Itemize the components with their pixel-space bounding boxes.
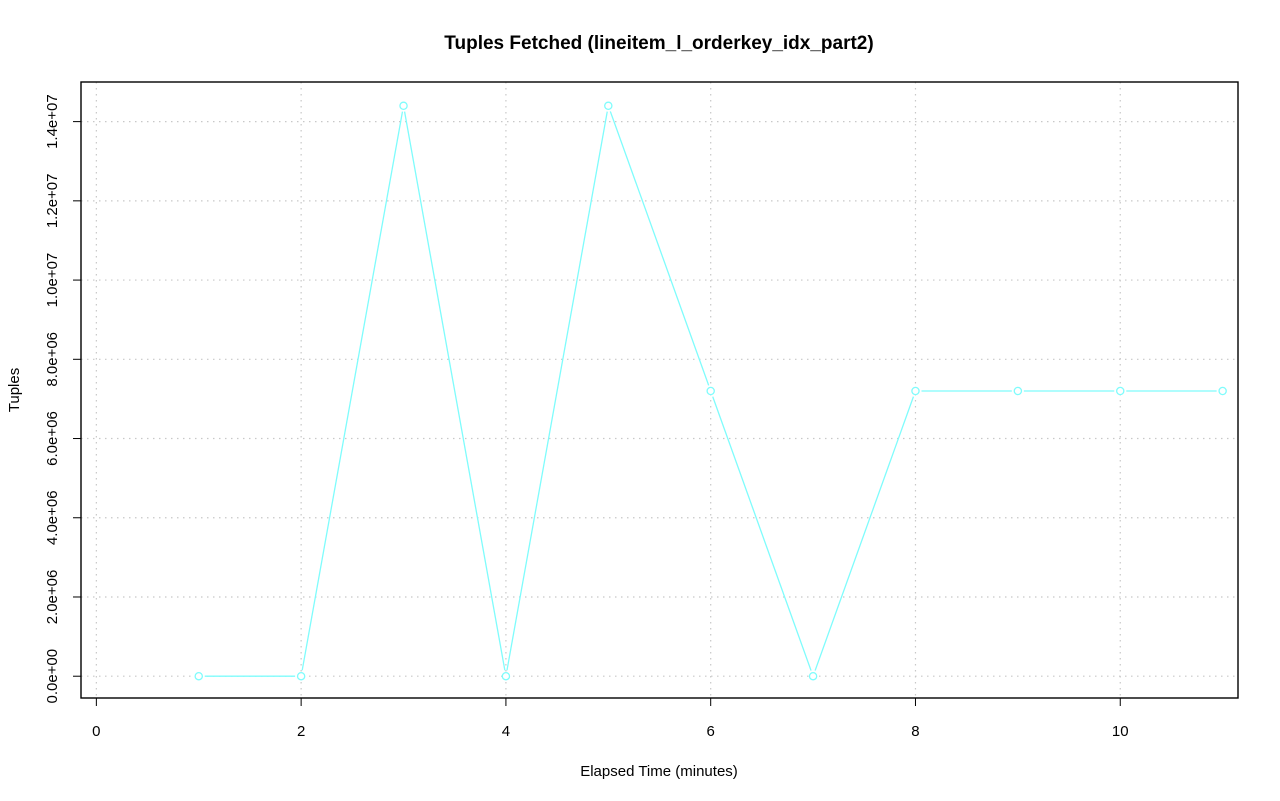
data-point (399, 101, 408, 111)
x-tick-label: 2 (297, 723, 305, 740)
x-tick-label: 0 (92, 723, 100, 740)
data-point (194, 671, 203, 681)
y-axis: 0.0e+00 2.0e+06 4.0e+06 6.0e+06 8.0e+06 1.0e+… (44, 94, 81, 704)
y-tick-label: 0.0e+00 (44, 649, 61, 704)
series-line-segment (506, 111, 608, 671)
data-point (296, 671, 306, 681)
y-tick-label: 1.0e+07 (44, 253, 61, 308)
data-point (1116, 386, 1125, 396)
series-line-segment (712, 396, 812, 671)
series-line-segment (301, 111, 404, 671)
y-tick-label: 6.0e+06 (44, 411, 61, 466)
series-line-segment (403, 111, 506, 671)
grid (81, 82, 1238, 698)
data-point (1013, 386, 1023, 396)
data-point (808, 671, 818, 681)
y-tick-label: 8.0e+06 (44, 332, 61, 387)
x-tick-label: 6 (707, 723, 715, 740)
y-tick-label: 1.4e+07 (44, 94, 61, 149)
y-tick-label: 4.0e+06 (44, 490, 61, 545)
x-tick-label: 8 (911, 723, 919, 740)
x-tick-label: 4 (502, 723, 510, 740)
data-point (501, 671, 511, 681)
y-tick-label: 2.0e+06 (44, 570, 61, 625)
series (194, 101, 1227, 681)
plot-frame (80, 81, 1239, 699)
data-point (911, 386, 920, 396)
y-axis-label: Tuples (6, 368, 23, 412)
data-point (706, 386, 715, 396)
y-tick-label: 1.2e+07 (44, 174, 61, 229)
data-point (1218, 386, 1227, 396)
data-point (604, 101, 613, 111)
series-line-segment (609, 111, 710, 386)
x-axis-label: Elapsed Time (minutes) (580, 763, 738, 780)
chart-title: Tuples Fetched (lineitem_l_orderkey_idx_… (444, 33, 873, 54)
x-tick-label: 10 (1112, 723, 1129, 740)
series-line-segment (814, 396, 915, 671)
x-axis: 0 2 4 6 8 10 (92, 698, 1129, 740)
